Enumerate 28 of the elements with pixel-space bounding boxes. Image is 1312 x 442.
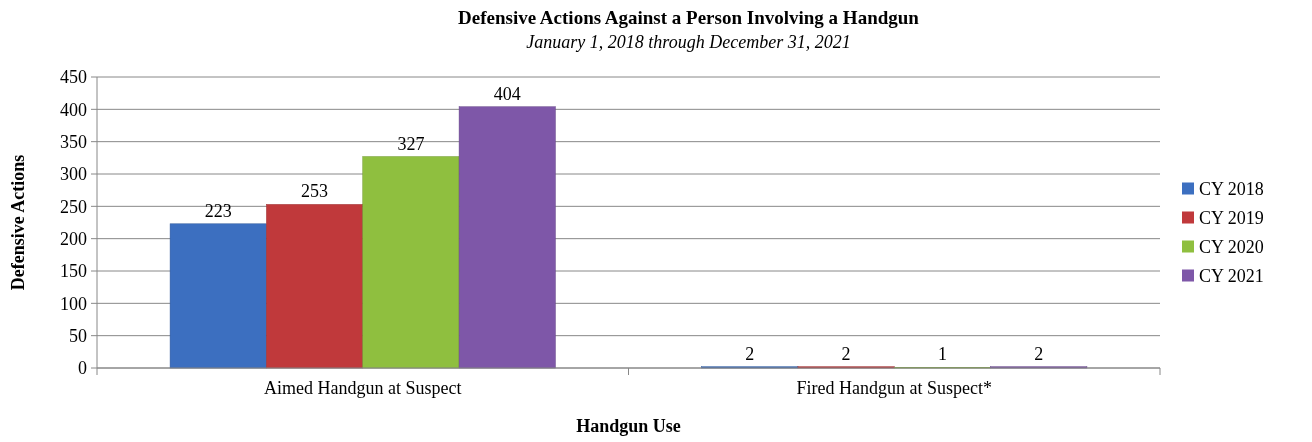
chart-subtitle: January 1, 2018 through December 31, 2021	[526, 32, 851, 52]
data-label: 2	[1034, 343, 1044, 364]
legend-label: CY 2021	[1199, 265, 1264, 286]
y-tick-label: 350	[60, 131, 87, 152]
y-axis-title: Defensive Actions	[8, 154, 28, 291]
data-label: 1	[937, 344, 947, 365]
data-label: 404	[493, 83, 521, 104]
y-tick-label: 50	[69, 325, 87, 346]
legend-label: CY 2020	[1199, 236, 1264, 257]
data-label: 327	[397, 133, 425, 154]
y-tick-label: 150	[60, 261, 87, 282]
y-tick-label: 450	[60, 67, 87, 88]
legend-label: CY 2018	[1199, 178, 1264, 199]
data-label: 2	[745, 343, 755, 364]
data-label: 2	[841, 343, 851, 364]
y-tick-label: 300	[60, 164, 87, 185]
chart-title: Defensive Actions Against a Person Involving a Handgun	[458, 7, 920, 28]
y-tick-label: 200	[60, 228, 87, 249]
y-tick-label: 0	[78, 358, 87, 379]
x-tick-label: Aimed Handgun at Suspect	[264, 378, 462, 398]
y-tick-label: 400	[60, 99, 87, 120]
data-label: 223	[204, 200, 232, 221]
legend-label: CY 2019	[1199, 207, 1264, 228]
x-axis-title: Handgun Use	[576, 416, 681, 436]
x-tick-label: Fired Handgun at Suspect*	[796, 378, 992, 398]
y-tick-label: 100	[60, 293, 87, 314]
y-tick-label: 250	[60, 196, 87, 217]
data-label: 253	[301, 181, 329, 202]
